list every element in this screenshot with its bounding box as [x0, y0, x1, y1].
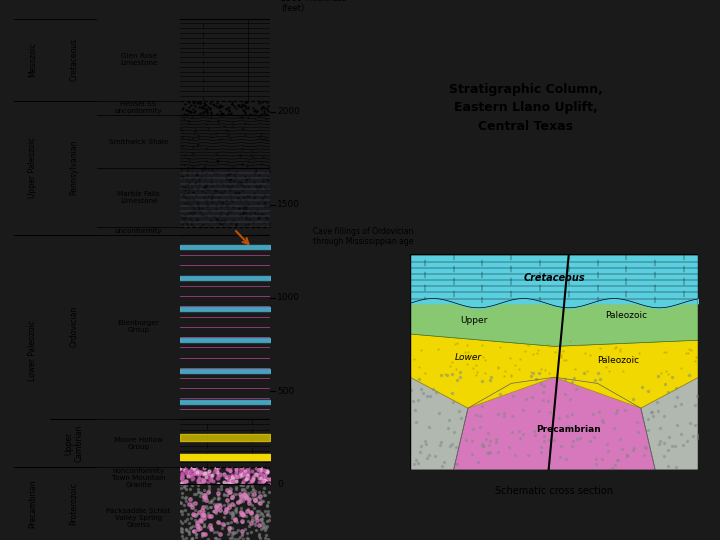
Text: Smithwick Shale: Smithwick Shale: [109, 139, 168, 145]
Text: Hensel SS
unconformity: Hensel SS unconformity: [114, 102, 163, 114]
Text: Ellenburger
Group: Ellenburger Group: [117, 320, 160, 333]
Polygon shape: [410, 334, 698, 408]
Polygon shape: [410, 254, 698, 303]
Text: Upper: Upper: [460, 316, 487, 325]
Text: 1000: 1000: [277, 293, 300, 302]
Text: 0: 0: [277, 480, 283, 489]
Text: unconformity: unconformity: [114, 227, 163, 233]
Text: Paleozoic: Paleozoic: [597, 356, 639, 364]
Text: nonconformity
Town Mountain
Granite: nonconformity Town Mountain Granite: [112, 468, 166, 488]
Text: 500: 500: [277, 387, 294, 395]
Text: Packsaddle Schist
Valley Spring
Gneiss: Packsaddle Schist Valley Spring Gneiss: [107, 508, 171, 528]
Polygon shape: [410, 377, 468, 470]
Text: Precambrian: Precambrian: [28, 480, 37, 528]
Text: Precambrian: Precambrian: [536, 425, 601, 434]
Text: Upper Paleozoic: Upper Paleozoic: [28, 137, 37, 198]
Text: Marble Falls
Limestone: Marble Falls Limestone: [117, 191, 160, 204]
Text: Schematic cross section: Schematic cross section: [495, 487, 613, 496]
Text: Lower: Lower: [454, 353, 482, 362]
Polygon shape: [410, 303, 698, 346]
Text: Proterozoic: Proterozoic: [69, 482, 78, 525]
Text: 2000: 2000: [277, 107, 300, 116]
Text: Cave fillings of Ordovician
through Mississippian age: Cave fillings of Ordovician through Miss…: [313, 227, 413, 246]
Text: Mesozoic: Mesozoic: [28, 42, 37, 77]
Text: Upper
Cambrian: Upper Cambrian: [65, 424, 83, 462]
Text: Paleozoic: Paleozoic: [606, 311, 647, 320]
Text: Stratigraphic Column,
Eastern Llano Uplift,
Central Texas: Stratigraphic Column, Eastern Llano Upli…: [449, 84, 603, 132]
Polygon shape: [641, 377, 698, 470]
Text: 2500 Thickness
(feet): 2500 Thickness (feet): [281, 0, 346, 13]
Text: Lower Paleozoic: Lower Paleozoic: [28, 321, 37, 381]
Text: Cretaceous: Cretaceous: [523, 273, 585, 284]
Text: Moore Hollow
Group: Moore Hollow Group: [114, 437, 163, 450]
Text: Pennsylvanian: Pennsylvanian: [69, 140, 78, 195]
Text: 1500: 1500: [277, 200, 300, 210]
Text: Ordovician: Ordovician: [69, 306, 78, 347]
Text: Glen Rose
Limestone: Glen Rose Limestone: [120, 53, 158, 66]
Text: Cretaceous: Cretaceous: [69, 38, 78, 81]
Polygon shape: [454, 377, 655, 470]
